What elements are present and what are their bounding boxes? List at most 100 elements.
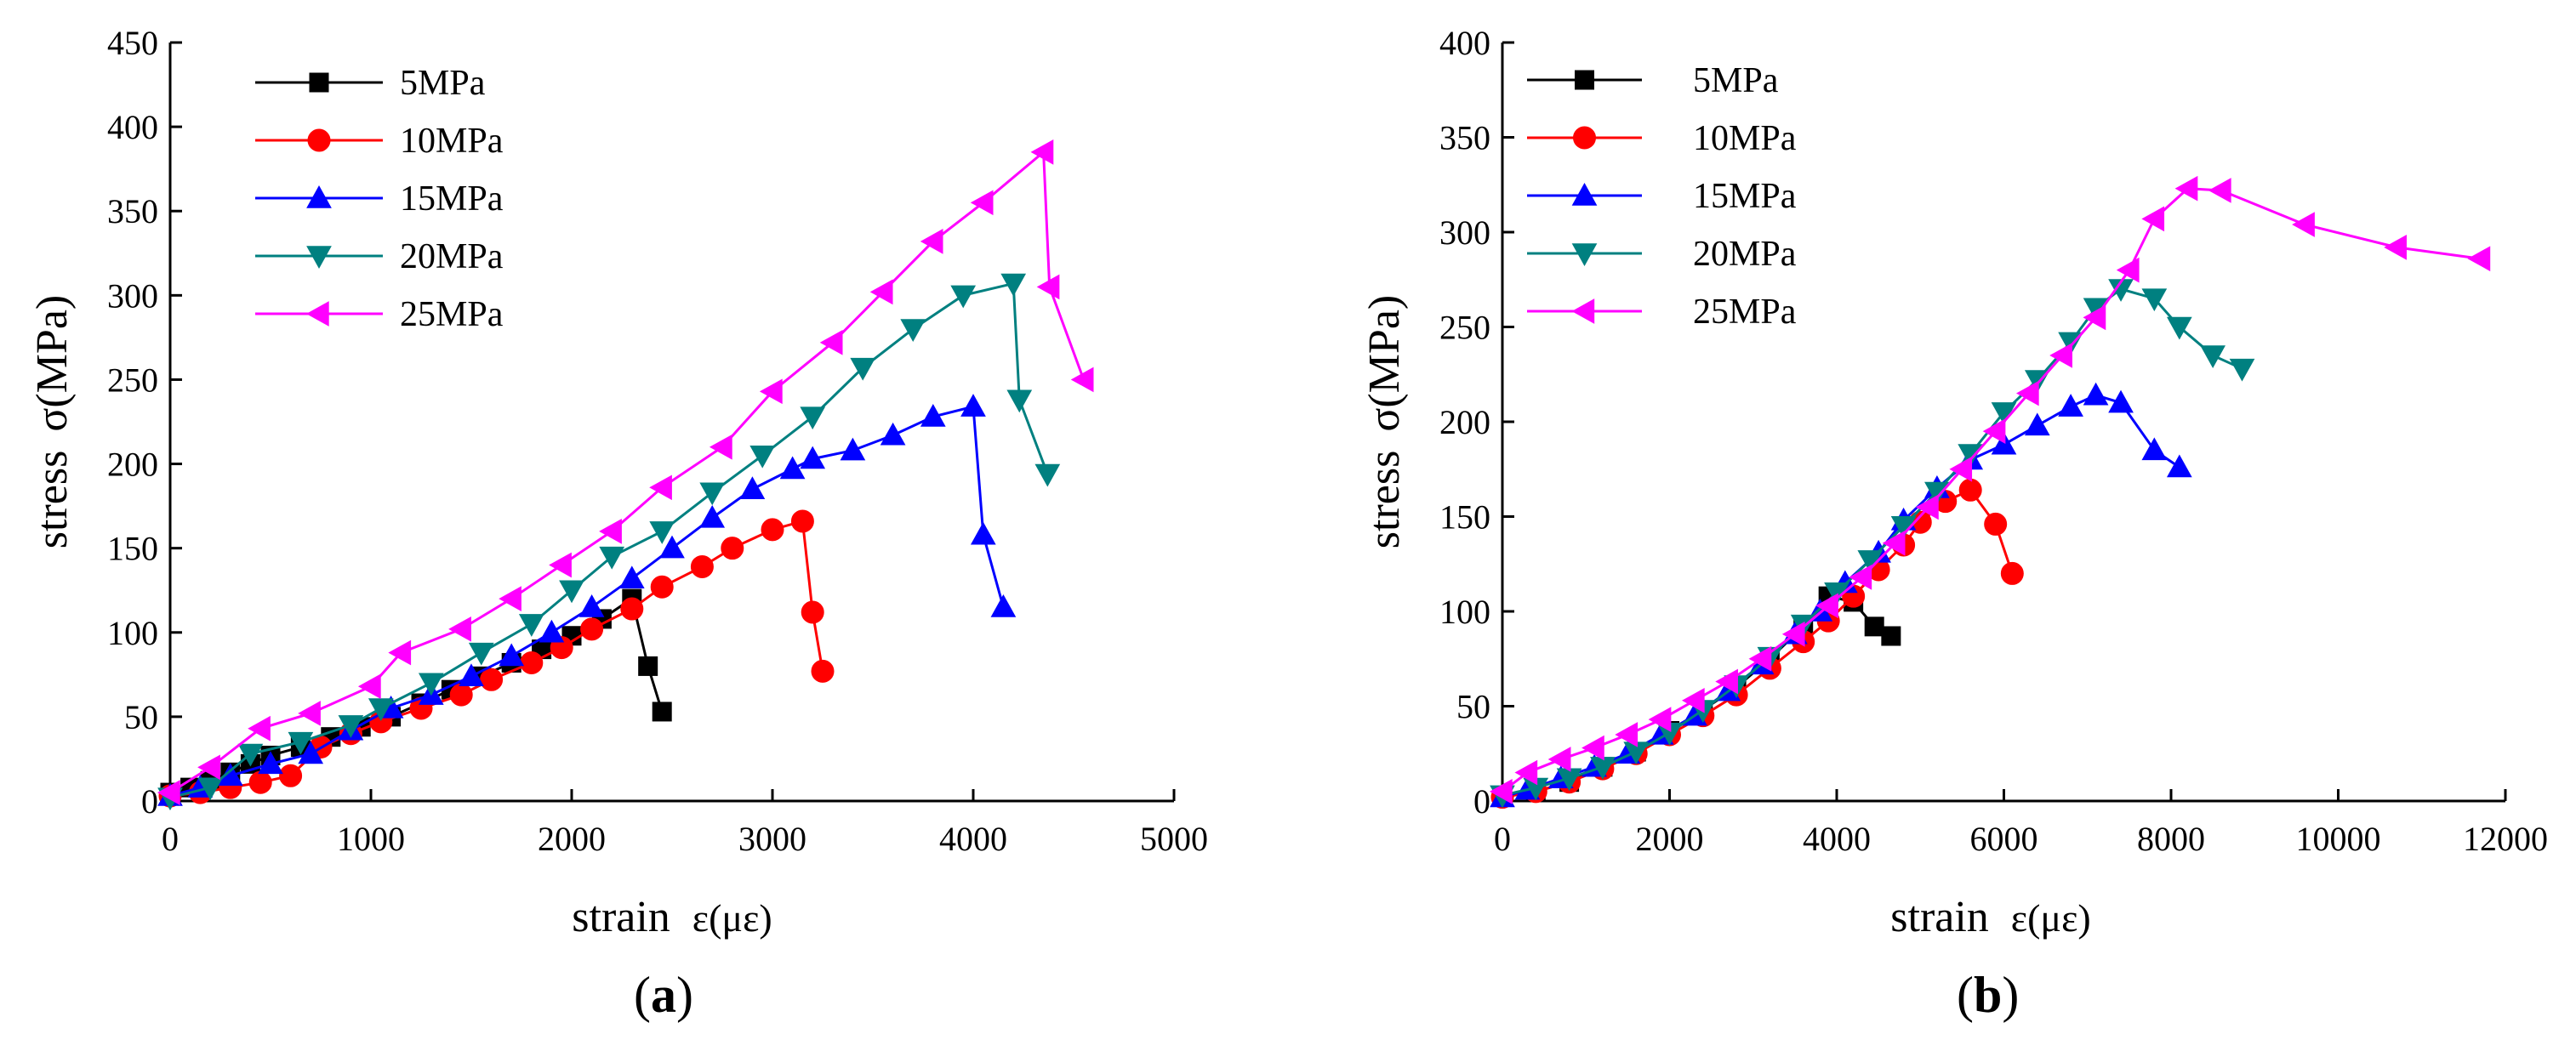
data-point <box>2000 561 2024 585</box>
data-point <box>197 754 220 781</box>
y-axis-label-symbol: σ(MPa) <box>28 295 77 432</box>
data-point <box>368 698 394 722</box>
data-point <box>749 445 776 469</box>
data-point <box>2058 394 2083 417</box>
data-point <box>1036 274 1060 300</box>
data-point <box>650 575 674 599</box>
x-tick-label: 4000 <box>939 820 1007 858</box>
data-point <box>2083 304 2106 331</box>
legend-marker <box>1571 182 1598 206</box>
data-point <box>920 404 946 427</box>
data-point <box>2229 358 2255 382</box>
x-tick-label: 1000 <box>337 820 405 858</box>
data-point <box>618 565 645 589</box>
data-point <box>638 656 658 676</box>
data-point <box>599 518 622 544</box>
y-tick-label: 250 <box>107 361 158 399</box>
y-tick-label: 350 <box>1439 119 1490 157</box>
data-point <box>237 743 264 767</box>
data-point <box>549 552 572 578</box>
y-tick-label: 250 <box>1439 309 1490 347</box>
y-tick-label: 400 <box>107 108 158 146</box>
data-point <box>970 190 994 216</box>
data-point <box>790 509 814 533</box>
data-point <box>779 456 806 480</box>
legend-marker <box>306 185 332 208</box>
x-tick-label: 4000 <box>1803 820 1871 858</box>
legend-label: 5MPa <box>400 64 486 103</box>
legend-marker <box>307 128 331 152</box>
legend-label: 15MPa <box>1693 177 1797 216</box>
data-point <box>449 683 473 707</box>
data-point <box>800 406 826 430</box>
data-point <box>721 537 744 560</box>
legend-label: 15MPa <box>400 179 504 219</box>
y-tick-label: 150 <box>1439 498 1490 537</box>
x-axis-label: strain ε(με) <box>1890 893 2090 941</box>
data-point <box>1006 389 1033 413</box>
y-tick-label: 300 <box>107 276 158 315</box>
x-tick-label: 6000 <box>1970 820 2038 858</box>
x-tick-label: 2000 <box>1636 820 1704 858</box>
x-tick-label: 3000 <box>738 820 806 858</box>
data-point <box>1615 722 1638 747</box>
data-point <box>920 229 943 254</box>
data-point <box>1000 273 1027 297</box>
data-point <box>1648 707 1672 732</box>
data-point <box>418 673 444 696</box>
panel-label: (a) <box>634 967 693 1023</box>
data-point <box>288 731 314 755</box>
x-tick-label: 2000 <box>538 820 606 858</box>
x-tick-label: 5000 <box>1140 820 1208 858</box>
data-point <box>298 741 324 764</box>
data-point <box>2049 343 2072 368</box>
y-tick-label: 200 <box>1439 403 1490 441</box>
chart-panel-a: 0 50 100 150 200 250 300 350 400 450 0 1000 2000 3000… <box>28 24 1208 1023</box>
legend: 5MPa 10MPa 15MPa 20MPa 25MPa <box>1527 61 1797 332</box>
legend-label: 10MPa <box>400 122 504 161</box>
legend-marker <box>306 246 332 270</box>
data-point <box>2384 234 2407 260</box>
y-axis-label-main: stress <box>28 451 77 549</box>
data-point <box>559 580 584 604</box>
data-point <box>468 642 494 666</box>
x-tick-label: 10000 <box>2296 820 2381 858</box>
data-point <box>580 617 604 641</box>
data-point <box>1882 530 1906 556</box>
data-point <box>2174 175 2198 202</box>
data-point <box>759 378 783 405</box>
x-tick-label: 12000 <box>2463 820 2548 858</box>
data-point <box>157 780 180 805</box>
data-point <box>1681 687 1705 713</box>
x-tick-label: 0 <box>162 820 179 858</box>
data-point <box>1748 645 1772 672</box>
data-point <box>649 474 672 501</box>
data-point <box>2141 288 2168 312</box>
data-point <box>248 715 271 741</box>
y-tick-label: 50 <box>124 698 158 736</box>
data-point <box>197 777 224 801</box>
data-point <box>388 639 412 666</box>
legend: 5MPa 10MPa 15MPa 20MPa 25MPa <box>255 64 504 334</box>
data-point <box>850 357 876 381</box>
data-point <box>357 673 381 700</box>
data-point <box>448 616 471 642</box>
data-point <box>800 446 826 469</box>
data-point <box>499 586 521 611</box>
x-axis-label-main: strain <box>1890 893 1989 941</box>
series-25MPa <box>1489 175 2491 804</box>
legend-marker <box>1571 298 1595 324</box>
y-tick-label: 400 <box>1439 24 1490 62</box>
y-tick-label: 0 <box>1473 782 1490 821</box>
y-axis-label: stress σ(MPa) <box>28 295 77 548</box>
panel-label-open: ( <box>1957 967 1974 1023</box>
data-point <box>499 643 525 667</box>
data-point <box>2467 246 2491 272</box>
legend-marker <box>1575 70 1594 90</box>
panel-label-letter: b <box>1974 967 2002 1023</box>
data-point <box>761 518 784 542</box>
legend-label: 10MPa <box>1693 119 1797 158</box>
x-axis-label: strain ε(με) <box>572 893 772 941</box>
data-point <box>1781 621 1805 647</box>
